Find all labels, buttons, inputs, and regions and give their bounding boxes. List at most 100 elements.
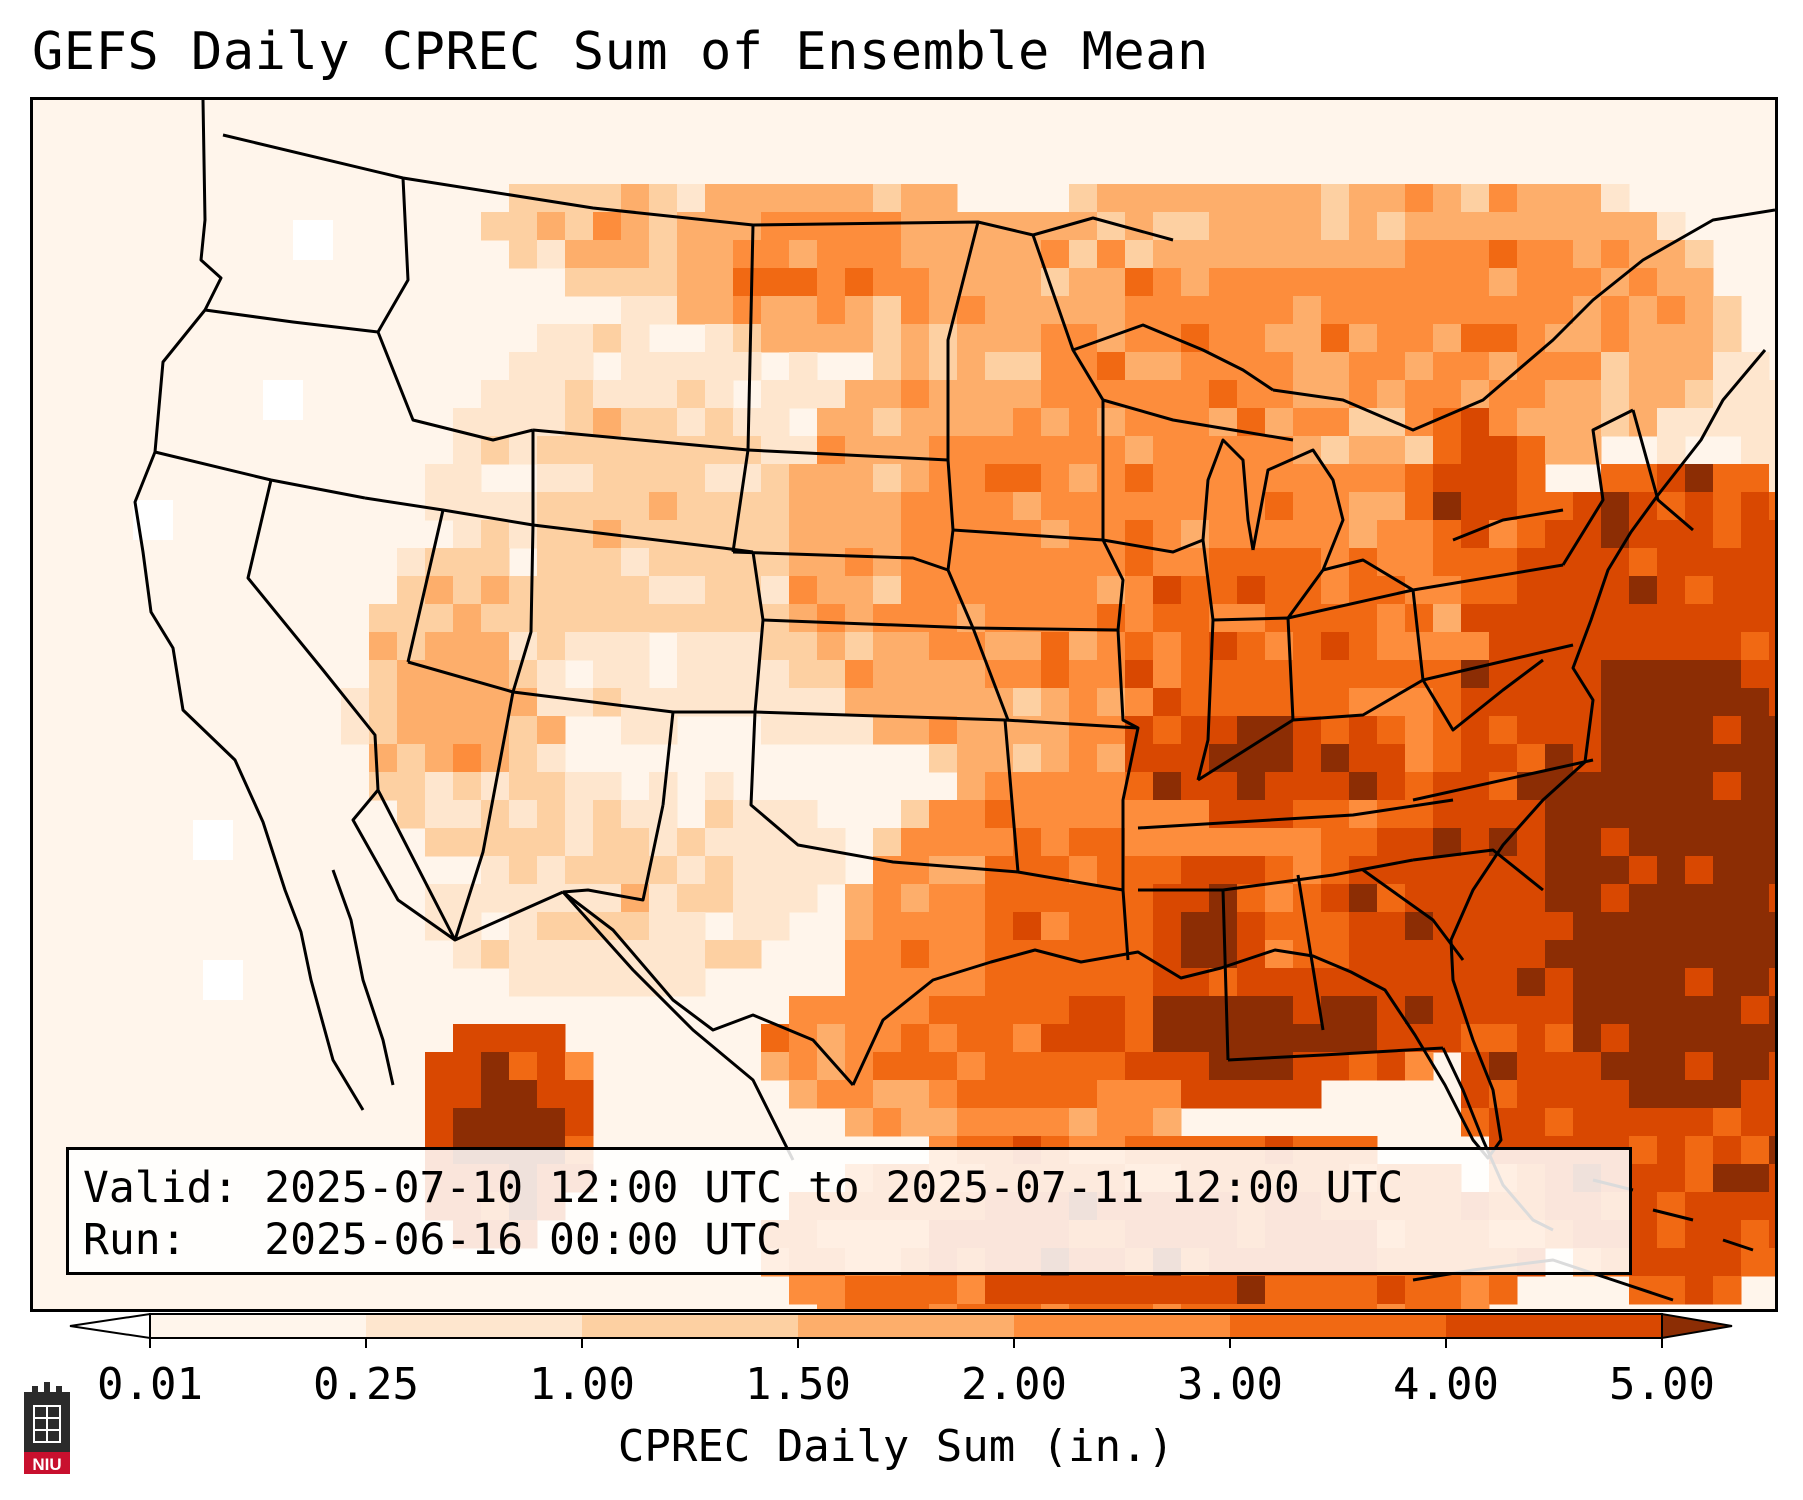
state-border-sd-ne: [732, 550, 949, 572]
precip-cell: [1153, 240, 1182, 269]
precip-cell: [1601, 828, 1630, 857]
precip-cell: [789, 296, 818, 325]
precip-cell: [565, 800, 594, 829]
precip-cell: [1349, 912, 1378, 941]
state-border-nm-tx: [562, 804, 665, 902]
precip-cell: [929, 352, 958, 381]
precip-cell: [873, 352, 902, 381]
precip-cell: [1713, 1276, 1742, 1305]
precip-cell: [1573, 1052, 1602, 1081]
precip-cell: [929, 1304, 958, 1309]
precip-cell: [789, 268, 818, 297]
precip-cell: [873, 380, 902, 409]
precip-cell: [1433, 884, 1462, 913]
precip-cell: [1545, 492, 1574, 521]
precip-cell: [1293, 492, 1322, 521]
precip-cell: [537, 604, 566, 633]
precip-cell: [957, 324, 986, 353]
precip-cell: [873, 324, 902, 353]
precip-cell: [649, 576, 678, 605]
precip-cell: [593, 212, 622, 241]
precip-cell: [1405, 296, 1434, 325]
precip-cell: [1265, 520, 1294, 549]
precip-cell: [1769, 576, 1775, 605]
precip-cell: [1461, 940, 1490, 969]
precip-cell: [1041, 520, 1070, 549]
precip-cell: [1433, 632, 1462, 661]
precip-cell: [1097, 548, 1126, 577]
precip-cell: [1153, 800, 1182, 829]
precip-cell: [1097, 800, 1126, 829]
precip-cell: [1629, 296, 1658, 325]
precip-cell: [985, 324, 1014, 353]
precip-cell: [1433, 324, 1462, 353]
precip-cell: [1013, 268, 1042, 297]
precip-cell: [1377, 212, 1406, 241]
precip-cell: [1657, 772, 1686, 801]
precip-cell: [1573, 408, 1602, 437]
precip-cell: [1013, 212, 1042, 241]
precip-cell: [1601, 296, 1630, 325]
precip-cell: [845, 212, 874, 241]
precip-cell: [929, 1024, 958, 1053]
precip-cell: [1265, 1304, 1294, 1309]
precip-cell: [817, 1052, 846, 1081]
precip-cell: [1125, 968, 1154, 997]
precip-cell: [1741, 1024, 1770, 1053]
precip-cell: [1769, 716, 1775, 745]
precip-cell: [1405, 884, 1434, 913]
precip-cell: [957, 352, 986, 381]
precip-cell: [1237, 212, 1266, 241]
precip-cell: [1293, 212, 1322, 241]
precip-cell: [593, 968, 622, 997]
precip-cell: [901, 632, 930, 661]
precip-cell: [1601, 940, 1630, 969]
precip-cell: [1517, 184, 1546, 213]
precip-cell: [1685, 968, 1714, 997]
precip-cell: [1181, 716, 1210, 745]
precip-cell: [1517, 828, 1546, 857]
precip-cell: [481, 1080, 510, 1109]
precip-cell: [1461, 800, 1490, 829]
precip-cell: [1573, 1080, 1602, 1109]
colorbar-outline: [149, 1313, 1663, 1339]
precip-cell: [425, 604, 454, 633]
precip-cell: [1153, 772, 1182, 801]
precip-cell: [1181, 884, 1210, 913]
precip-cell: [1685, 828, 1714, 857]
precip-cell: [1657, 520, 1686, 549]
precip-cell: [1657, 744, 1686, 773]
precip-cell: [1713, 576, 1742, 605]
precip-cell: [1545, 716, 1574, 745]
precip-cell: [1377, 716, 1406, 745]
precip-cell: [1657, 436, 1686, 465]
precip-cell: [1069, 1024, 1098, 1053]
precip-cell: [761, 240, 790, 269]
precip-cell: [1405, 744, 1434, 773]
precip-cell: [1041, 548, 1070, 577]
precip-cell: [1321, 324, 1350, 353]
precip-cell: [1713, 1248, 1742, 1277]
precip-cell: [1349, 184, 1378, 213]
precip-cell: [677, 268, 706, 297]
precip-cell: [1461, 1276, 1490, 1305]
precip-cell: [1769, 856, 1775, 885]
precip-cell: [873, 660, 902, 689]
precip-cell: [1209, 1304, 1238, 1309]
precip-cell: [1741, 1080, 1770, 1109]
precip-cell: [1713, 660, 1742, 689]
precip-cell: [1209, 828, 1238, 857]
precip-cell: [761, 884, 790, 913]
precip-cell: [901, 856, 930, 885]
precip-cell: [789, 548, 818, 577]
precip-cell: [397, 688, 426, 717]
precip-cell: [1377, 1304, 1406, 1309]
precip-cell: [425, 744, 454, 773]
precip-cell: [1097, 716, 1126, 745]
precip-cell: [621, 492, 650, 521]
precip-cell: [537, 1080, 566, 1109]
precip-cell: [1713, 828, 1742, 857]
precip-cell: [1769, 1108, 1775, 1137]
precip-cell: [1629, 1164, 1658, 1193]
precip-cell: [593, 324, 622, 353]
